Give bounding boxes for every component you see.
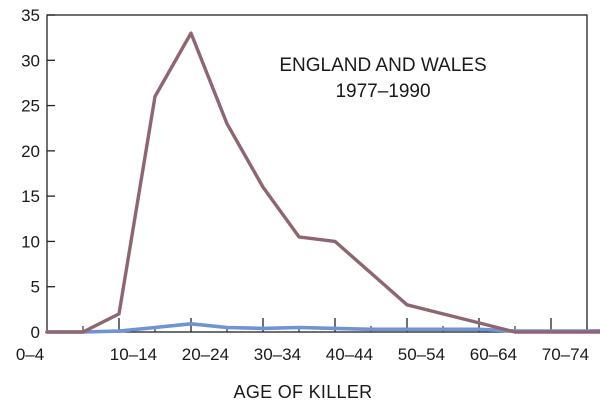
x-tick-label: 40–44 (326, 345, 373, 364)
y-tick-label: 15 (21, 187, 40, 206)
y-tick-label: 5 (31, 278, 40, 297)
x-axis-label: AGE OF KILLER (234, 382, 373, 402)
x-tick-label: 30–34 (254, 345, 301, 364)
y-tick-label: 25 (21, 97, 40, 116)
x-tick-label: 20–24 (182, 345, 229, 364)
chart-title: ENGLAND AND WALES (279, 55, 486, 76)
y-tick-label: 10 (21, 232, 40, 251)
x-tick-label: 10–14 (110, 345, 157, 364)
y-tick-label: 30 (21, 51, 40, 70)
y-tick-label: 20 (21, 142, 40, 161)
x-tick-label: 50–54 (398, 345, 445, 364)
plot-frame (46, 14, 588, 333)
series-layer (45, 31, 600, 334)
y-axis: 0 5 10 15 20 25 30 35 (21, 6, 55, 342)
series-high-line (45, 31, 600, 334)
x-tick-label: 0–4 (16, 345, 44, 364)
y-tick-label: 0 (31, 323, 40, 342)
x-axis: 0–4 10–14 20–24 30–34 40–44 50–54 60–64 70–74 (16, 318, 589, 364)
x-tick-label: 60–64 (470, 345, 517, 364)
y-tick-label: 35 (21, 6, 40, 25)
chart-subtitle: 1977–1990 (335, 81, 430, 102)
x-tick-label: 70–74 (542, 345, 589, 364)
